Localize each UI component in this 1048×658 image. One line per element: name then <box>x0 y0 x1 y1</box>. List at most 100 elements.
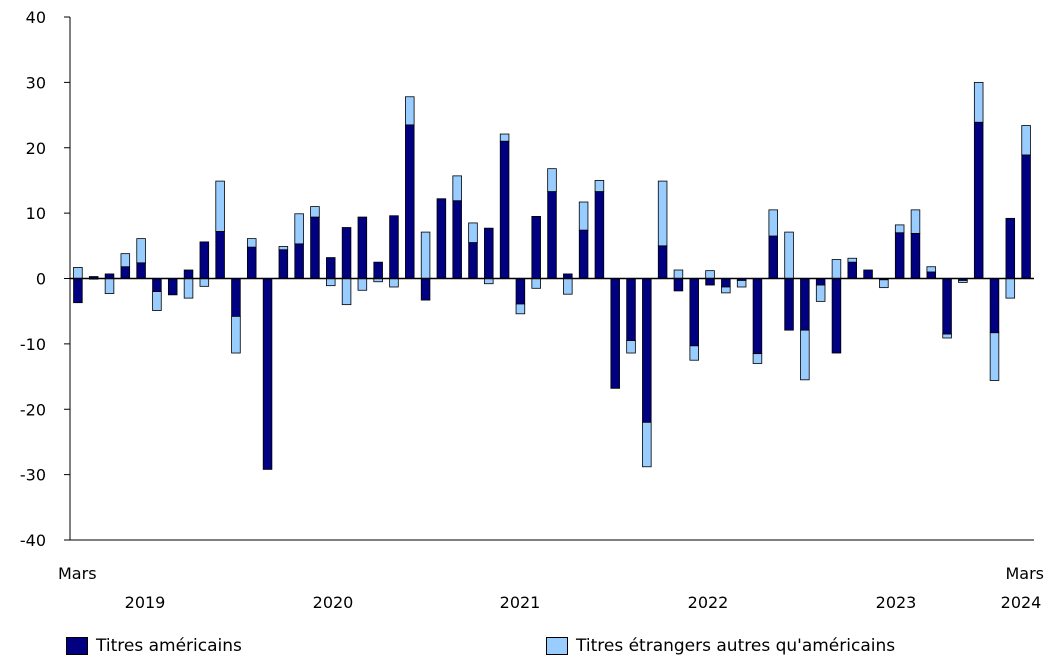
bar-us <box>768 235 778 279</box>
y-tick-label: -10 <box>20 335 46 354</box>
bar-us <box>73 278 83 304</box>
bar-other <box>973 81 984 123</box>
bar-other <box>784 231 794 279</box>
bar-us <box>1005 217 1016 279</box>
bars <box>73 81 1031 470</box>
bar-other <box>578 201 589 231</box>
x-start-month-label: Mars <box>58 564 97 583</box>
bar-us <box>973 121 984 279</box>
bar-other <box>815 284 826 302</box>
bar-other <box>389 278 399 288</box>
chart: 40 30 20 10 0 -10 -20 -30 -40 Mars Mars 2019 2020 20… <box>20 8 1044 612</box>
bar-other <box>120 253 131 268</box>
bar-us <box>262 278 273 470</box>
bar-other <box>246 238 257 248</box>
bar-us <box>673 278 684 292</box>
bar-us <box>246 246 257 279</box>
bar-us <box>389 215 399 279</box>
bar-us <box>294 243 304 279</box>
bar-us <box>689 278 699 347</box>
bar-us <box>405 124 415 279</box>
bar-us <box>183 269 194 279</box>
bar-us <box>547 191 557 279</box>
legend-item-other: Titres étrangers autres qu'américains <box>546 636 895 656</box>
y-tick-label: 0 <box>36 270 46 289</box>
x-year-label: 2023 <box>876 593 917 612</box>
bar-other <box>926 266 937 273</box>
bar-us <box>705 278 715 286</box>
bar-other <box>73 266 83 279</box>
bar-other <box>136 238 146 264</box>
bar-other <box>942 333 952 339</box>
legend-label-us: Titres américains <box>96 636 242 656</box>
bar-us <box>831 278 842 354</box>
x-end-month-label: Mars <box>1005 564 1044 583</box>
y-tick-label: -30 <box>20 466 46 485</box>
bar-other <box>215 180 225 232</box>
bar-us <box>373 261 383 279</box>
bar-other <box>752 353 763 364</box>
bar-other <box>199 278 210 287</box>
bar-us <box>499 140 510 279</box>
y-tick-label: 40 <box>26 8 46 27</box>
axes <box>64 16 1034 541</box>
bar-other <box>594 180 605 192</box>
bar-other <box>499 133 510 142</box>
bar-other <box>626 340 636 354</box>
x-year-label: 2020 <box>313 593 354 612</box>
bar-other <box>452 175 462 202</box>
bar-us <box>594 191 605 279</box>
bar-other <box>989 332 1000 381</box>
x-axis-labels: Mars Mars 2019 2020 2021 2022 2023 2024 <box>58 564 1044 612</box>
bar-other <box>879 279 889 289</box>
bar-us <box>326 257 336 279</box>
bar-other <box>1005 278 1016 299</box>
bar-us <box>231 278 241 317</box>
x-year-label: 2021 <box>500 593 541 612</box>
bar-other <box>736 280 747 288</box>
bar-us <box>626 278 636 342</box>
y-tick-label: -20 <box>20 400 46 419</box>
bar-us <box>278 249 289 279</box>
bar-other <box>484 278 494 285</box>
bar-other <box>278 246 289 251</box>
bar-us <box>989 278 1000 334</box>
x-year-label: 2019 <box>125 593 166 612</box>
bar-us <box>847 261 858 279</box>
bar-other <box>231 316 241 354</box>
y-tick-label: -40 <box>20 531 46 550</box>
bar-other <box>657 180 668 247</box>
bar-us <box>784 278 794 331</box>
bar-other <box>800 329 810 381</box>
bar-other <box>910 209 921 234</box>
bar-us <box>468 242 478 279</box>
bar-other <box>673 269 684 279</box>
bar-other <box>768 209 778 237</box>
bar-us <box>310 216 320 279</box>
bar-other <box>642 421 652 468</box>
bar-other <box>183 278 194 299</box>
bar-other <box>894 224 905 234</box>
bar-other <box>958 280 968 283</box>
y-tick-label: 30 <box>26 73 46 92</box>
bar-other <box>689 345 699 361</box>
y-tick-label: 10 <box>26 204 46 223</box>
legend-label-other: Titres étrangers autres qu'américains <box>576 636 896 656</box>
bar-us <box>752 278 763 355</box>
bar-us <box>215 231 225 279</box>
bar-other <box>341 278 352 306</box>
y-tick-labels: 40 30 20 10 0 -10 -20 -30 -40 <box>20 8 46 550</box>
bar-other <box>721 286 731 294</box>
bar-other <box>563 278 573 295</box>
bar-us <box>120 266 131 279</box>
bar-other <box>420 231 431 279</box>
legend-swatch-other <box>546 637 568 655</box>
legend-swatch-us <box>66 637 88 655</box>
y-tick-label: 20 <box>26 139 46 158</box>
bar-other <box>405 96 415 126</box>
bar-other <box>310 206 320 218</box>
bar-us <box>910 232 921 279</box>
bar-us <box>1021 154 1031 279</box>
bar-us <box>420 278 431 301</box>
bar-us <box>863 269 873 279</box>
